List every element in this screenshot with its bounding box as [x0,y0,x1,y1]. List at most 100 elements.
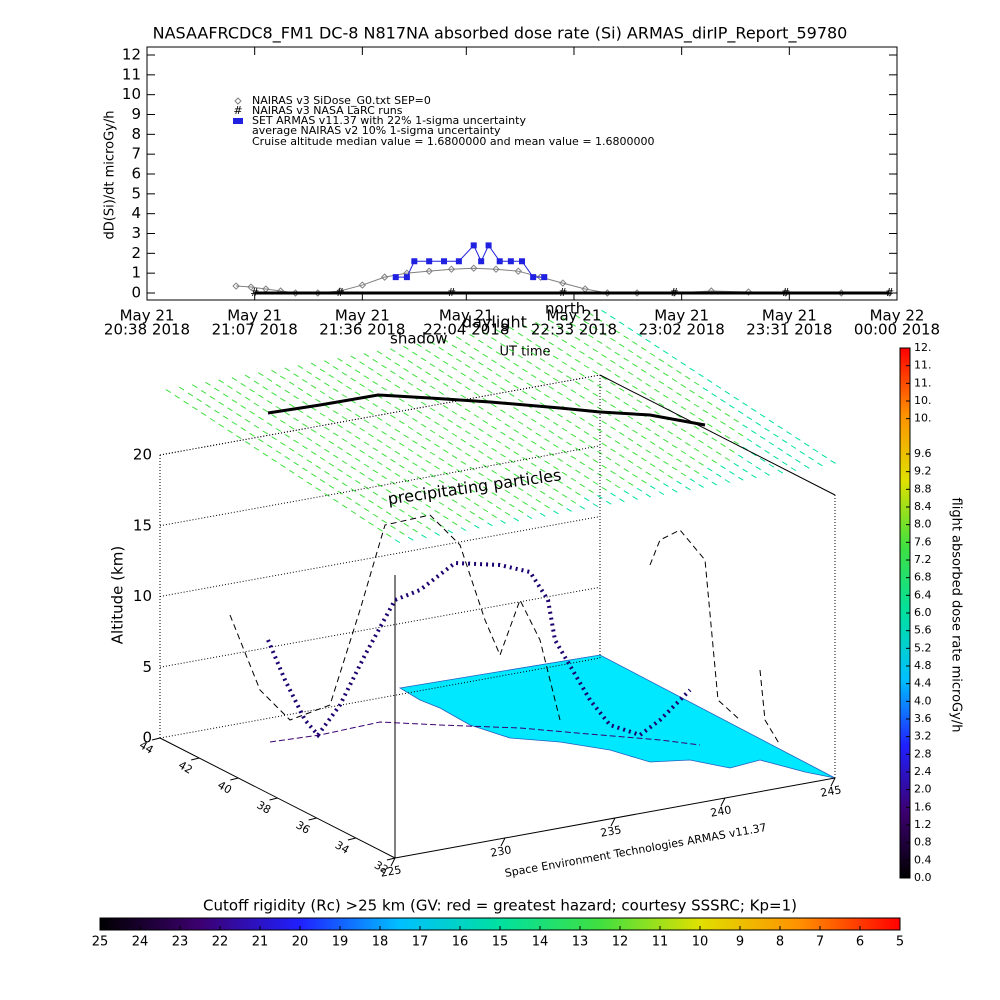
field-dash [359,493,365,498]
field-dash [487,500,493,505]
field-dash [473,502,480,507]
field-dash [465,474,471,479]
field-dash [368,411,374,416]
field-dash [632,407,638,412]
z-tick-label: 5 [142,658,152,676]
field-dash [676,370,682,374]
field-dash [649,419,656,423]
field-dash [535,388,541,393]
field-dash [447,529,454,534]
marker: # [558,286,567,299]
field-dash [671,378,678,383]
lon-tick-label: 225 [379,863,402,879]
field-dash [544,504,550,509]
field-dash [372,469,379,474]
field-dash [346,407,352,412]
field-dash [478,339,484,344]
colorbar-tick-label: 24 [132,935,149,950]
field-dash [733,396,739,401]
field-dash [715,429,722,434]
field-dash [183,400,189,405]
field-dash [420,379,427,384]
field-dash [385,422,392,427]
field-dash [557,391,563,396]
field-dash [645,382,651,387]
field-dash [337,357,343,362]
field-dash [614,329,620,334]
field-dash [623,468,630,472]
z-tick-label: 10 [133,587,152,605]
field-dash [605,390,612,395]
x-tick-label: May 21 [654,307,709,325]
field-dash [707,445,713,450]
field-dash [676,414,682,419]
field-dash [526,493,533,497]
field-dash [636,332,642,337]
field-dash [570,455,577,460]
field-dash [759,413,766,418]
field-dash [451,477,458,482]
field-dash [649,352,656,357]
field-dash [618,365,625,370]
field-dash [425,526,432,531]
legend-marker [233,118,243,124]
field-dash [425,437,431,442]
field-dash [614,418,621,422]
field-dash [575,447,581,452]
field-dash [403,390,409,394]
field-dash [702,431,709,436]
field-dash [390,525,396,530]
field-dash [447,463,453,468]
field-dash [376,417,383,421]
lat-tick [308,817,317,821]
field-dash [434,487,440,492]
field-dash [610,492,616,497]
field-dash [249,432,255,437]
field-dash [359,405,365,410]
field-dash [601,376,607,381]
field-dash [671,400,678,405]
field-dash [561,339,568,344]
field-dash [495,417,502,422]
colorbar-tick-label: 19 [332,935,349,950]
field-dash [258,416,264,421]
field-dash [491,337,497,342]
field-dash [605,345,612,350]
field-dash [513,495,520,500]
field-dash [350,355,356,360]
field-dash [381,497,387,502]
field-dash [557,480,564,484]
colorbar-tick-label: 4.0 [914,694,932,707]
field-dash [508,326,515,331]
field-dash [508,370,515,375]
field-dash [641,457,647,462]
field-dash [575,491,581,496]
field-dash [478,428,484,432]
field-dash [601,464,607,469]
field-dash [280,419,286,424]
field-dash [509,481,515,486]
field-dash [412,351,418,356]
field-dash [425,415,431,420]
field-dash [407,536,414,541]
field-dash [610,448,616,453]
marker: # [250,286,259,299]
field-dash [218,401,224,406]
field-dash [636,421,643,426]
colorbar-tick-label: 8.4 [914,500,932,513]
field-dash [539,424,546,429]
field-dash [442,360,449,365]
colorbar-tick-label: 2.4 [914,765,932,778]
field-dash [513,406,519,411]
field-dash [464,430,471,435]
z-tick-label: 15 [133,516,152,534]
field-dash [522,457,528,461]
field-dash [381,475,387,480]
marker [455,258,462,265]
field-dash [522,390,528,395]
field-dash [636,443,643,448]
field-dash [729,448,735,453]
field-dash [421,512,427,517]
field-dash [755,444,762,448]
